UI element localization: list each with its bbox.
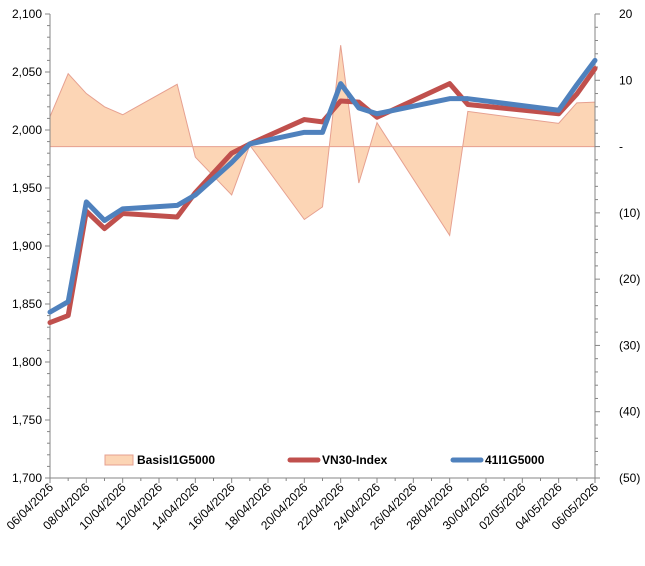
y-right-tick-label: (30) bbox=[619, 338, 640, 352]
y-right-tick-label: (40) bbox=[619, 405, 640, 419]
legend-item: VN30-Index bbox=[287, 453, 388, 467]
legend: BasisI1G5000 VN30-Index 41I1G5000 bbox=[104, 453, 545, 467]
y-left-tick-label: 2,000 bbox=[12, 123, 42, 137]
y-left-tick-label: 2,050 bbox=[12, 65, 42, 79]
legend-label: 41I1G5000 bbox=[485, 453, 545, 467]
y-left-tick-label: 2,100 bbox=[12, 7, 42, 21]
y-right-tick-label: 20 bbox=[619, 7, 633, 21]
legend-label: BasisI1G5000 bbox=[137, 453, 215, 467]
y-left-tick-label: 1,850 bbox=[12, 297, 42, 311]
series-line-2 bbox=[47, 57, 598, 315]
y-left-tick-label: 1,950 bbox=[12, 181, 42, 195]
y-right-tick-label: (10) bbox=[619, 206, 640, 220]
basis-area bbox=[49, 45, 596, 237]
y-left-tick-label: 1,800 bbox=[12, 355, 42, 369]
y-left-tick-label: 1,900 bbox=[12, 239, 42, 253]
y-right-tick-label: (20) bbox=[619, 272, 640, 286]
y-right-tick-label: 10 bbox=[619, 73, 633, 87]
series-line-1 bbox=[47, 66, 598, 326]
legend-label: VN30-Index bbox=[322, 453, 388, 467]
y-left-tick-label: 1,700 bbox=[12, 471, 42, 485]
y-right-tick-label: (50) bbox=[619, 471, 640, 485]
y-right-tick-label: - bbox=[619, 140, 623, 154]
legend-swatch bbox=[104, 454, 134, 466]
y-left-tick-label: 1,750 bbox=[12, 413, 42, 427]
legend-item: BasisI1G5000 bbox=[104, 453, 215, 467]
legend-item: 41I1G5000 bbox=[450, 453, 545, 467]
basis-area-layer bbox=[49, 45, 596, 237]
lines-layer bbox=[47, 57, 598, 326]
